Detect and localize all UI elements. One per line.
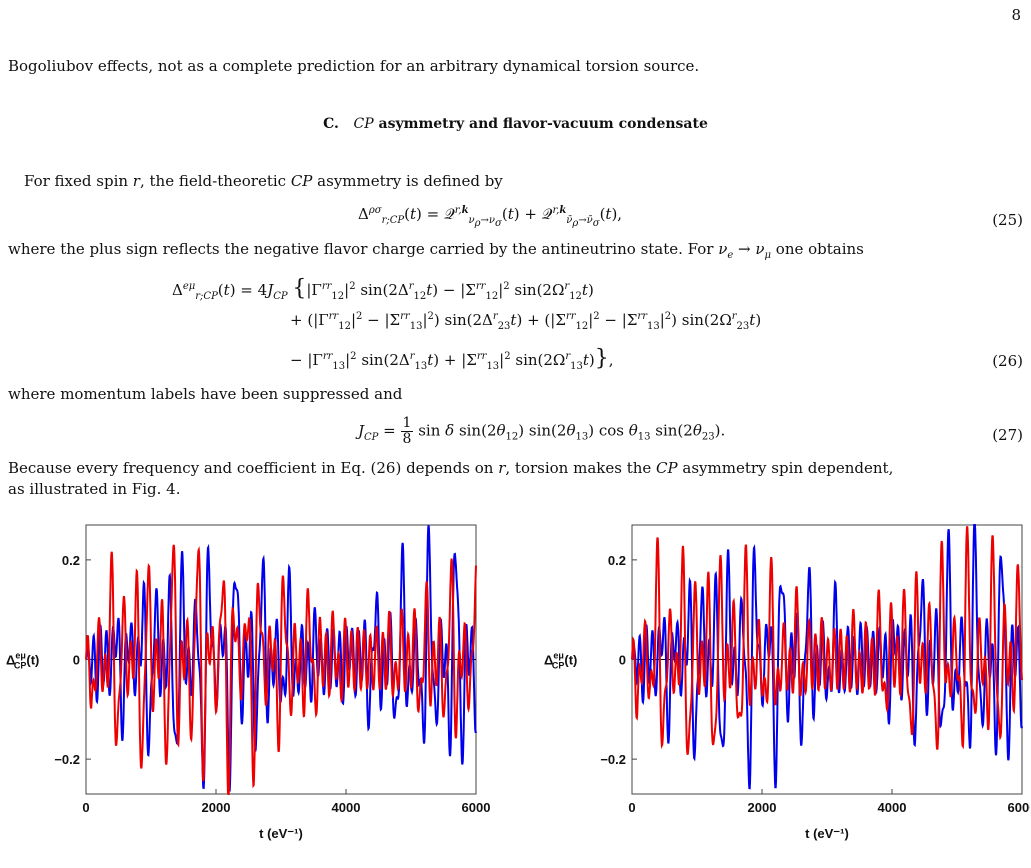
series-line-red: [631, 526, 1023, 755]
y-tick-label: 0.2: [62, 553, 80, 568]
paragraph-2: where the plus sign reflects the negativ…: [8, 240, 864, 261]
x-tick-label: 0: [82, 800, 89, 815]
x-axis-label: t (eV⁻¹): [805, 826, 849, 841]
eq27-number: (27): [992, 426, 1023, 444]
y-tick-label: 0: [619, 653, 626, 668]
series-line-red: [85, 544, 477, 795]
intro-line: Bogoliubov effects, not as a complete pr…: [8, 57, 700, 75]
y-tick-label: 0: [73, 653, 80, 668]
x-tick-label: 4000: [878, 800, 907, 815]
x-tick-label: 6000: [1008, 800, 1030, 815]
page-number: 8: [1011, 6, 1021, 24]
x-tick-label: 2000: [748, 800, 777, 815]
x-tick-label: 2000: [202, 800, 231, 815]
x-tick-label: 0: [628, 800, 635, 815]
y-tick-label: 0.2: [608, 553, 626, 568]
figure-4a: 0 2000 4000 6000 −0.2 0 0.2 t (eV⁻¹) Δeμ CP(t): [0, 505, 500, 868]
paragraph-3: where momentum labels have been suppress…: [8, 385, 403, 403]
equation-25: Δρσr;CP(t) = 𝒬r,kνρ→νσ(t) + 𝒬r,kν̄ρ→ν̄σ(…: [358, 205, 623, 229]
section-heading: C. CP asymmetry and flavor-vacuum conden…: [323, 116, 708, 132]
x-tick-label: 6000: [462, 800, 491, 815]
y-axis-label: Δeμ CP(t): [6, 651, 39, 671]
eq25-number: (25): [992, 211, 1023, 229]
equation-26-line1: Δeμr;CP(t) = 4JCP {|Γrr12|2 sin(2Δr12t) …: [172, 276, 594, 302]
paragraph-1: For fixed spin r, the field-theoretic CP…: [24, 172, 503, 190]
equation-26-line2: + (|Γrr12|2 − |Σrr13|2) sin(2Δr23t) + (|…: [290, 311, 762, 332]
y-tick-label: −0.2: [54, 752, 80, 767]
x-axis-label: t (eV⁻¹): [259, 826, 303, 841]
series-line-blue: [631, 524, 1023, 790]
y-tick-label: −0.2: [600, 752, 626, 767]
cp-asymmetry-plot-left: 0 2000 4000 6000 −0.2 0 0.2 t (eV⁻¹) Δeμ CP(t): [6, 524, 491, 841]
paragraph-4b: as illustrated in Fig. 4.: [8, 480, 181, 498]
x-tick-label: 4000: [332, 800, 361, 815]
y-axis-label: Δeμ CP(t): [544, 651, 577, 671]
eq26-number: (26): [992, 352, 1023, 370]
equation-26-line3: − |Γrr13|2 sin(2Δr13t) + |Σrr13|2 sin(2Ω…: [290, 346, 614, 372]
paragraph-4a: Because every frequency and coefficient …: [8, 459, 894, 477]
